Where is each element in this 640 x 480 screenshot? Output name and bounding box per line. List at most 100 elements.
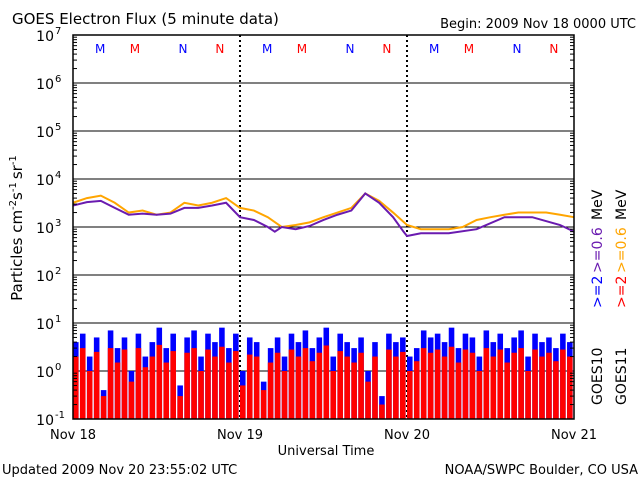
x-tick-label: Nov 18 bbox=[50, 428, 96, 443]
flux-bar bbox=[427, 352, 434, 419]
flux-bar bbox=[413, 361, 420, 419]
flux-bar bbox=[288, 349, 295, 419]
y-tick-label: 10 bbox=[36, 29, 54, 45]
flux-bar bbox=[448, 346, 455, 419]
flux-bar bbox=[420, 348, 427, 419]
x-tick-label: Nov 21 bbox=[551, 428, 597, 443]
y-tick-exponent: 4 bbox=[55, 170, 61, 181]
flux-bar bbox=[553, 361, 559, 419]
flux-bar bbox=[393, 356, 399, 419]
flux-bar bbox=[114, 362, 121, 419]
y-tick-exponent: 0 bbox=[55, 362, 61, 373]
flux-bar bbox=[281, 371, 288, 419]
y-axis-label: Particles cm-2s-1sr-1 bbox=[8, 155, 26, 301]
flux-bar bbox=[316, 352, 323, 419]
flux-bar bbox=[309, 361, 316, 419]
flux-bar bbox=[233, 351, 239, 419]
y-tick-label: 10 bbox=[36, 221, 54, 237]
flux-bar bbox=[93, 351, 100, 419]
flux-bar bbox=[462, 349, 469, 419]
mn-marker: M bbox=[297, 42, 307, 56]
mn-marker: N bbox=[345, 42, 354, 56]
flux-bar bbox=[567, 356, 573, 419]
flux-bar bbox=[170, 351, 176, 419]
plot-frame bbox=[72, 34, 575, 420]
flux-line bbox=[72, 192, 575, 238]
y-tick-exponent: 1 bbox=[55, 314, 61, 325]
y-tick-label: 10 bbox=[36, 317, 54, 333]
flux-bar bbox=[379, 404, 385, 419]
satellite-label: GOES10 bbox=[590, 348, 606, 405]
flux-bar bbox=[267, 362, 274, 419]
flux-bar bbox=[274, 352, 281, 419]
mn-marker: M bbox=[262, 42, 272, 56]
flux-bar bbox=[156, 344, 163, 419]
flux-bar bbox=[490, 356, 497, 419]
mn-marker: M bbox=[130, 42, 140, 56]
x-tick-label: Nov 19 bbox=[217, 428, 263, 443]
y-tick-label: 10 bbox=[36, 413, 54, 429]
flux-bar bbox=[240, 385, 246, 419]
flux-bar bbox=[149, 356, 156, 419]
flux-bar bbox=[400, 351, 406, 419]
y-tick-label: 10 bbox=[36, 77, 54, 93]
mn-marker: M bbox=[429, 42, 439, 56]
legend-label: MeV bbox=[590, 189, 606, 220]
legend-label: >=2 bbox=[614, 276, 630, 308]
flux-bar bbox=[386, 349, 392, 419]
y-tick-exponent: 7 bbox=[55, 26, 61, 37]
credit: NOAA/SWPC Boulder, CO USA bbox=[445, 463, 638, 478]
flux-bar bbox=[177, 396, 183, 419]
x-tick-label: Nov 20 bbox=[384, 428, 430, 443]
flux-bar bbox=[497, 349, 504, 419]
updated-time: Updated 2009 Nov 20 23:55:02 UTC bbox=[2, 463, 237, 478]
flux-bar bbox=[107, 348, 114, 419]
flux-bar bbox=[191, 348, 197, 419]
flux-bar bbox=[344, 356, 350, 419]
flux-bar bbox=[73, 356, 79, 419]
flux-bar bbox=[100, 396, 107, 419]
flux-bar bbox=[407, 371, 413, 419]
flux-bar bbox=[532, 349, 538, 419]
legend-label: >=2 bbox=[590, 276, 606, 308]
legend-label: >=0.6 bbox=[614, 227, 630, 273]
legend-label: >=0.6 bbox=[590, 227, 606, 273]
mn-marker: N bbox=[382, 42, 391, 56]
flux-bar bbox=[205, 349, 211, 419]
flux-bar bbox=[79, 348, 86, 419]
mn-marker: M bbox=[464, 42, 474, 56]
legend-label: MeV bbox=[614, 189, 630, 220]
flux-bar bbox=[219, 346, 225, 419]
y-tick-label: 10 bbox=[36, 365, 54, 381]
flux-bar bbox=[128, 381, 135, 419]
flux-bar bbox=[546, 352, 552, 419]
flux-bar bbox=[86, 371, 93, 419]
flux-bar bbox=[504, 362, 510, 419]
y-tick-label: 10 bbox=[36, 125, 54, 141]
flux-bar bbox=[476, 371, 483, 419]
flux-bar bbox=[246, 354, 253, 419]
begin-time: Begin: 2009 Nov 18 0000 UTC bbox=[440, 17, 636, 32]
flux-bar bbox=[337, 351, 343, 419]
flux-bar bbox=[518, 348, 524, 419]
y-tick-exponent: 5 bbox=[55, 122, 61, 133]
x-axis-label: Universal Time bbox=[278, 444, 375, 459]
mn-marker: N bbox=[215, 42, 224, 56]
flux-bar bbox=[483, 348, 490, 419]
flux-bar bbox=[295, 356, 302, 419]
flux-bar bbox=[469, 352, 476, 419]
y-tick-label: 10 bbox=[36, 173, 54, 189]
flux-bar bbox=[372, 356, 378, 419]
flux-bar bbox=[302, 348, 309, 419]
flux-bar bbox=[455, 362, 462, 419]
flux-bar bbox=[358, 352, 364, 419]
flux-bar bbox=[121, 349, 128, 419]
y-tick-exponent: 2 bbox=[55, 266, 61, 277]
flux-bar bbox=[560, 349, 566, 419]
flux-bar bbox=[365, 381, 371, 419]
flux-bar bbox=[212, 356, 218, 419]
flux-bar bbox=[323, 345, 330, 419]
mn-marker: N bbox=[512, 42, 521, 56]
y-tick-exponent: -1 bbox=[55, 410, 65, 421]
